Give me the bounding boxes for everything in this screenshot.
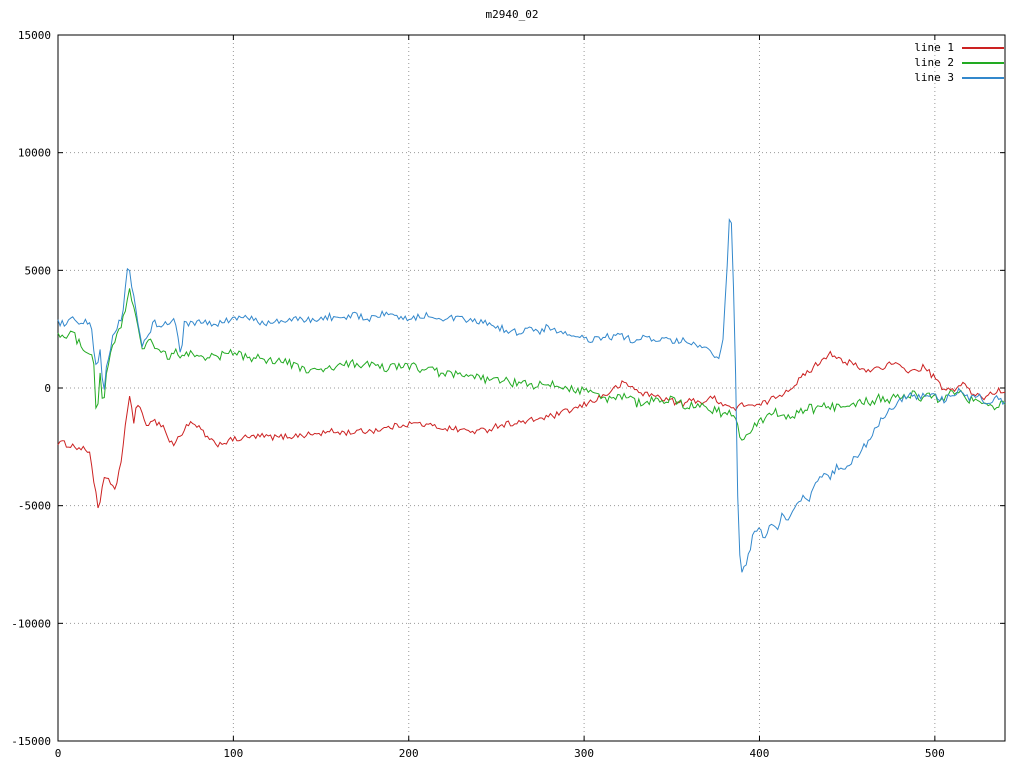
legend-label: line 2 <box>914 56 954 69</box>
svg-text:200: 200 <box>399 747 419 760</box>
svg-text:-5000: -5000 <box>18 500 51 513</box>
legend-item: line 2 <box>914 57 1004 68</box>
legend-item: line 3 <box>914 72 1004 83</box>
legend-label: line 3 <box>914 71 954 84</box>
svg-text:400: 400 <box>750 747 770 760</box>
svg-text:15000: 15000 <box>18 29 51 42</box>
svg-text:0: 0 <box>55 747 62 760</box>
svg-text:5000: 5000 <box>25 264 52 277</box>
svg-text:10000: 10000 <box>18 147 51 160</box>
legend-line-sample <box>962 46 1004 49</box>
legend-line-sample <box>962 76 1004 79</box>
svg-text:100: 100 <box>223 747 243 760</box>
legend-label: line 1 <box>914 41 954 54</box>
svg-text:0: 0 <box>44 382 51 395</box>
chart-title: m2940_02 <box>485 8 539 21</box>
legend-item: line 1 <box>914 42 1004 53</box>
svg-text:500: 500 <box>925 747 945 760</box>
svg-text:-15000: -15000 <box>11 735 51 748</box>
legend: line 1 line 2 line 3 <box>914 42 1004 83</box>
svg-text:-10000: -10000 <box>11 617 51 630</box>
legend-line-sample <box>962 61 1004 64</box>
svg-text:300: 300 <box>574 747 594 760</box>
